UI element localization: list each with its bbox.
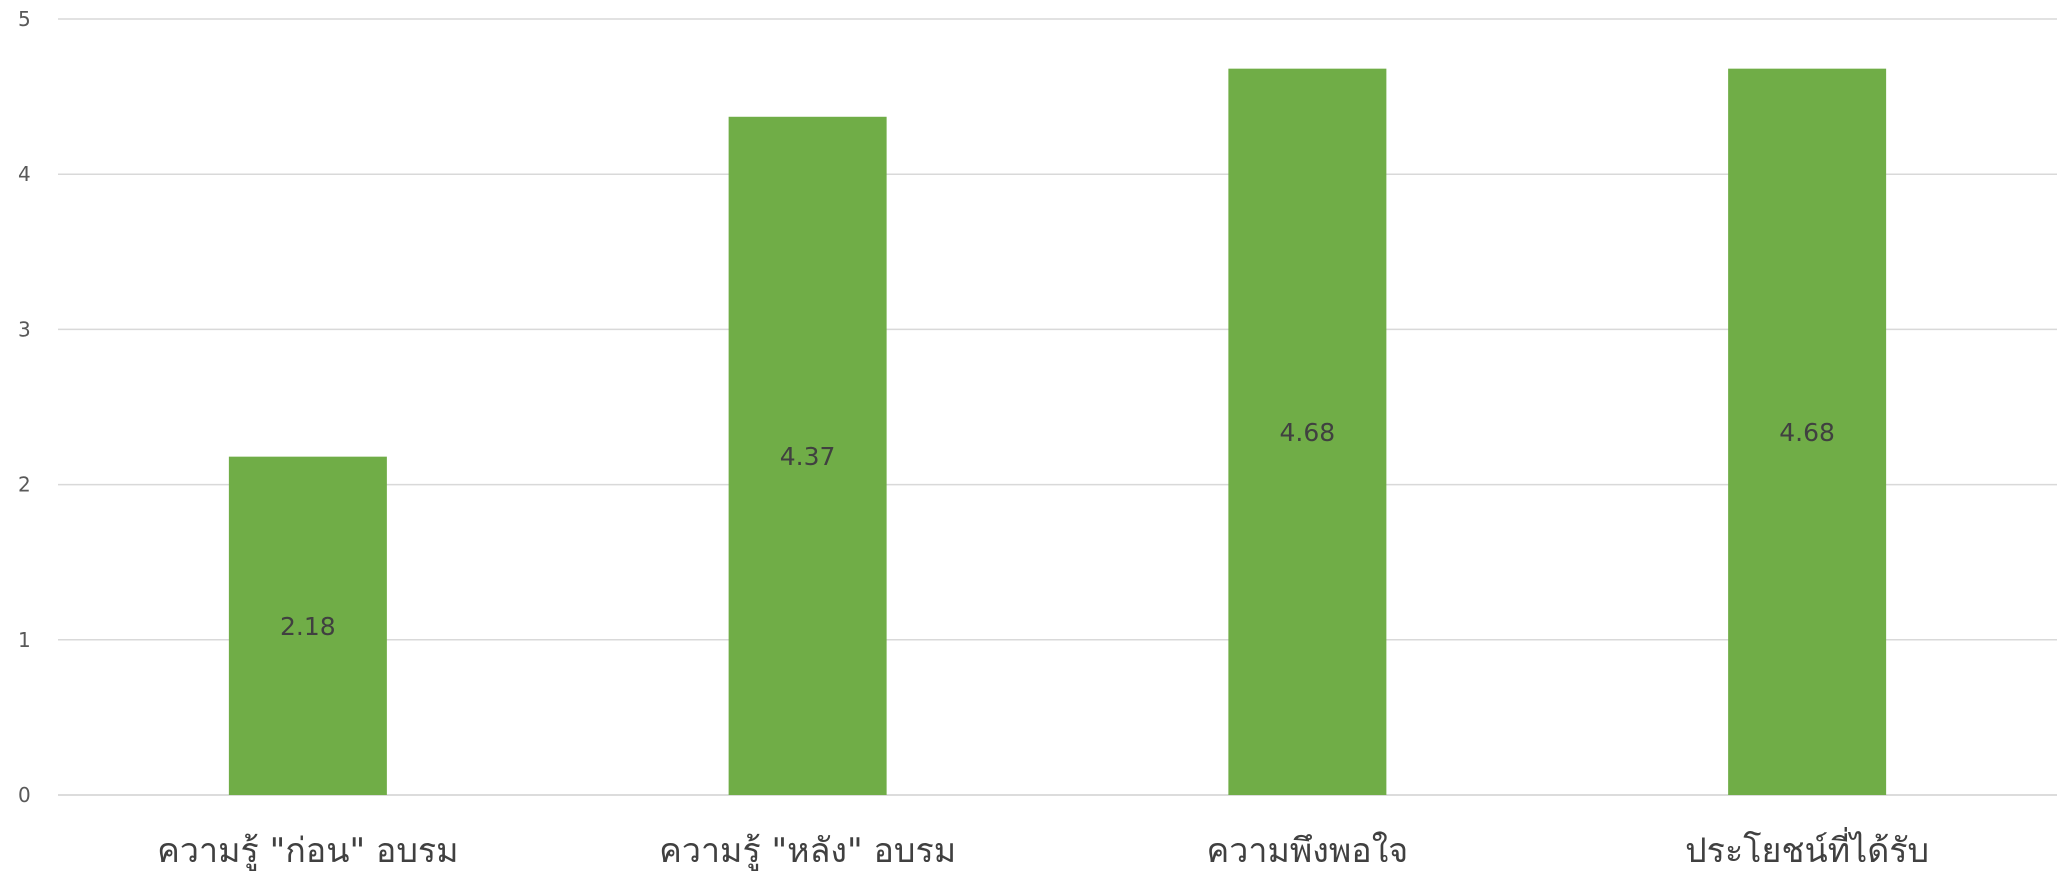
bar: [1728, 68, 1887, 795]
data-labels: 2.18 4.37 4.68 4.68: [280, 418, 1835, 641]
bar-value-label: 2.18: [280, 612, 336, 641]
y-tick-label: 5: [18, 7, 31, 31]
x-category-label: ประโยชน์ที่ได้รับ: [1685, 827, 1929, 871]
bar: [1228, 68, 1387, 795]
bar: [228, 456, 387, 795]
x-category-label: ความรู้ "หลัง" อบรม: [659, 831, 956, 871]
gridlines: [58, 18, 2057, 796]
y-tick-label: 2: [18, 473, 31, 497]
bar: [728, 116, 887, 795]
y-tick-label: 0: [18, 783, 31, 807]
bars: [228, 68, 1887, 795]
y-axis-ticks: 0 1 2 3 4 5: [18, 7, 31, 807]
bar-value-label: 4.68: [1779, 418, 1835, 447]
y-tick-label: 3: [18, 317, 31, 341]
bar-value-label: 4.37: [780, 442, 836, 471]
x-axis-categories: ความรู้ "ก่อน" อบรม ความรู้ "หลัง" อบรม คว…: [157, 827, 1929, 871]
x-category-label: ความรู้ "ก่อน" อบรม: [157, 831, 458, 871]
y-tick-label: 4: [18, 162, 31, 186]
x-category-label: ความพึงพอใจ: [1207, 831, 1409, 871]
y-tick-label: 1: [18, 628, 31, 652]
bar-value-label: 4.68: [1280, 418, 1336, 447]
